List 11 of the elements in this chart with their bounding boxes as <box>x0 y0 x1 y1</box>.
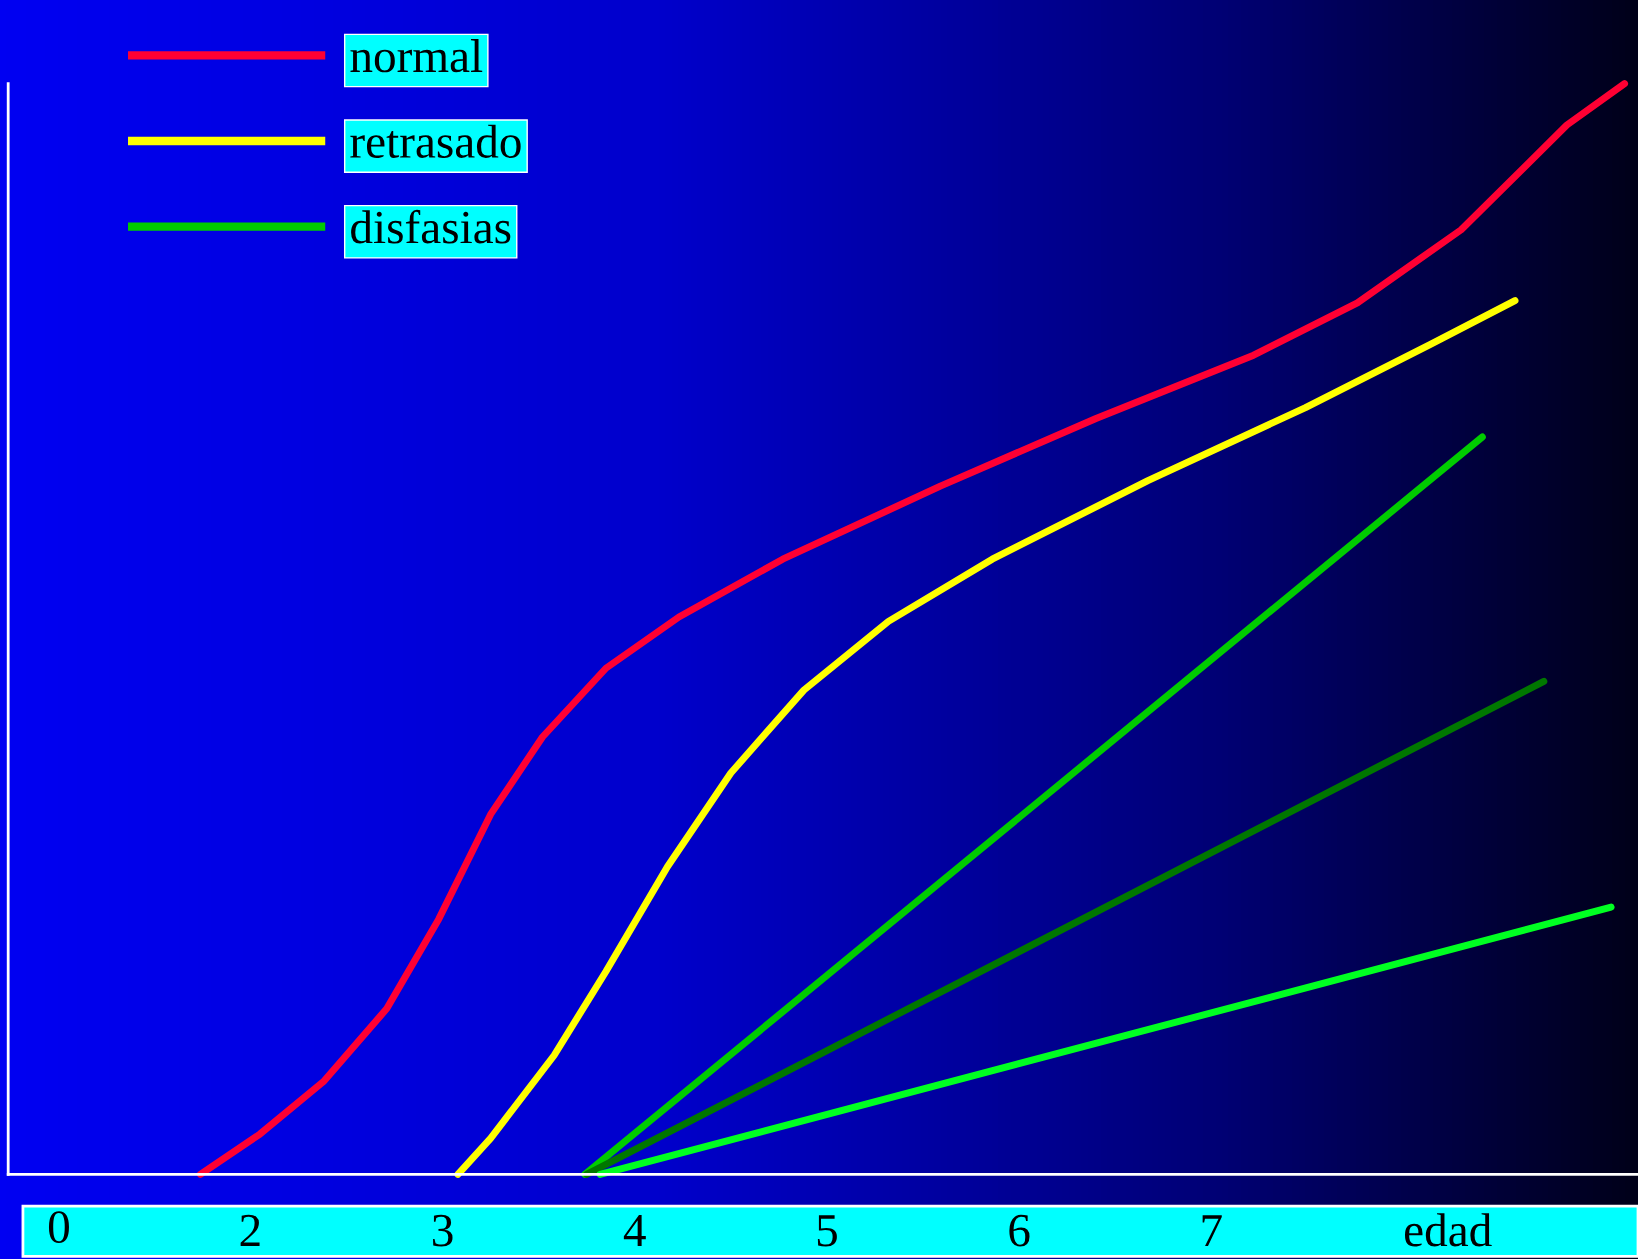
x-tick-label: 6 <box>1009 1214 1030 1247</box>
x-tick-label: 2 <box>240 1214 260 1247</box>
legend-label: disfasias <box>351 209 511 244</box>
x-tick-label: edad <box>1405 1213 1492 1247</box>
legend-label: retrasado <box>350 124 521 158</box>
legend-label: normal <box>350 39 483 73</box>
x-tick-label: 3 <box>433 1214 453 1247</box>
x-tick-label: 5 <box>817 1215 837 1247</box>
x-tick-label: 7 <box>1202 1215 1222 1247</box>
x-tick-label: 4 <box>623 1214 646 1247</box>
text: 0 <box>48 1211 69 1244</box>
